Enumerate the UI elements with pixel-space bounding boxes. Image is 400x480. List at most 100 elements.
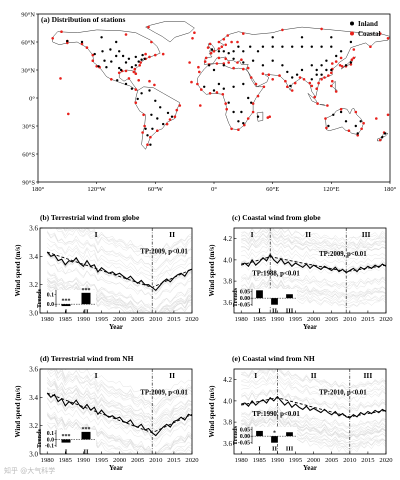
coastal-station: [148, 79, 151, 83]
mean-wind-series: [241, 395, 386, 419]
x-axis-label: Year: [303, 323, 317, 331]
inland-station: [249, 45, 252, 48]
coastal-station: [350, 58, 354, 61]
legend-label: Coastal: [358, 30, 381, 38]
inland-station: [232, 50, 235, 53]
inland-station: [110, 60, 113, 63]
station-trace: [48, 369, 192, 413]
x-tick-label: 2020: [379, 316, 393, 323]
inset-tick-label: 0.0: [47, 302, 54, 308]
inland-station: [232, 110, 235, 114]
inland-station: [281, 64, 284, 67]
coastal-station: [91, 53, 95, 57]
x-tick-label: 1990: [77, 316, 91, 323]
map-legend: Inland Coastal: [350, 20, 381, 38]
x-tick-label: 1980: [41, 457, 55, 464]
x-tick-label: 1980: [41, 316, 55, 323]
period-label: I: [254, 371, 257, 380]
coastal-station: [147, 25, 150, 29]
coastal-station: [262, 85, 266, 89]
station-trace: [47, 270, 192, 310]
station-trace: [241, 372, 386, 396]
station-trace: [47, 246, 192, 286]
coastal-station: [375, 117, 378, 120]
coastal-station: [51, 37, 54, 40]
inland-station: [144, 127, 147, 130]
x-tick-label: 2015: [167, 457, 181, 464]
coastal-station: [134, 88, 138, 91]
inland-station: [151, 127, 154, 130]
x-tick-label: 2005: [131, 316, 145, 323]
inland-station: [261, 64, 265, 67]
inland-station: [344, 120, 348, 123]
inland-station: [134, 55, 137, 59]
legend-marker: [350, 31, 354, 36]
period-label: I: [95, 371, 98, 380]
inland-station: [116, 79, 119, 82]
inland-station: [150, 113, 153, 117]
inland-station: [320, 64, 323, 67]
station-trace: [47, 279, 192, 313]
coastal-station: [215, 62, 219, 65]
inland-station: [227, 52, 230, 55]
inset-bg: [252, 289, 297, 306]
coastal-station: [240, 58, 243, 61]
x-tick-label: 1985: [253, 457, 267, 464]
station-trace: [241, 282, 386, 300]
mean-wind-series: [241, 253, 386, 274]
lon-tick-label: 120°W: [87, 186, 106, 193]
y-axis-label: Wind speed (m/s): [208, 244, 216, 297]
station-trace: [47, 252, 192, 293]
station-trace: [49, 369, 192, 410]
inland-station: [170, 115, 174, 118]
coastal-station: [378, 32, 382, 35]
coastal-station: [124, 33, 128, 36]
inland-station: [140, 58, 143, 61]
station-trace: [47, 411, 192, 454]
inland-station: [166, 111, 170, 115]
inland-station: [212, 68, 216, 72]
x-axis-label: Year: [109, 464, 123, 472]
x-tick-label: 1995: [95, 316, 109, 323]
panel-title: (e) Coastal wind from NH: [232, 354, 315, 363]
period-label: II: [169, 371, 175, 380]
station-trace: [64, 369, 192, 400]
coastal-station: [313, 95, 317, 99]
y-tick-label: 3.6: [29, 225, 38, 233]
inset-category-label: II: [272, 308, 278, 315]
coastal-station: [188, 61, 191, 64]
plot-frame: [39, 368, 193, 455]
coastal-station: [134, 101, 138, 104]
inland-station: [261, 45, 265, 48]
trend-inset: 0.1 0.0 Trends I *** II ***: [36, 288, 96, 316]
coastal-station: [281, 28, 284, 32]
station-trace: [55, 369, 192, 407]
coastal-station: [338, 64, 342, 67]
period-label: I: [251, 230, 254, 239]
inland-station: [140, 92, 143, 95]
lon-tick-label: 180°: [384, 186, 397, 193]
inland-station: [149, 143, 152, 146]
station-trace: [63, 228, 192, 255]
inland-station: [115, 54, 118, 58]
inland-station: [97, 65, 100, 68]
inland-station: [227, 101, 230, 104]
inland-station: [240, 110, 243, 114]
station-trace: [241, 369, 386, 391]
coastal-station: [331, 62, 334, 65]
inland-station: [217, 82, 221, 86]
station-trace: [241, 228, 386, 247]
coastal-station: [193, 31, 196, 34]
coastal-station: [161, 52, 165, 56]
coastal-station: [154, 53, 157, 57]
inset-tick-label: 0.00: [240, 434, 250, 440]
station-trace: [47, 402, 192, 447]
coastal-station: [198, 70, 201, 74]
x-tick-label: 2010: [343, 457, 357, 464]
x-tick-label: 2015: [167, 316, 181, 323]
coastal-station: [236, 61, 239, 64]
lon-tick-label: 180°: [32, 186, 45, 193]
inland-station: [237, 120, 240, 123]
inland-station: [93, 52, 96, 56]
inset-tick-label: 0.05: [240, 290, 250, 296]
